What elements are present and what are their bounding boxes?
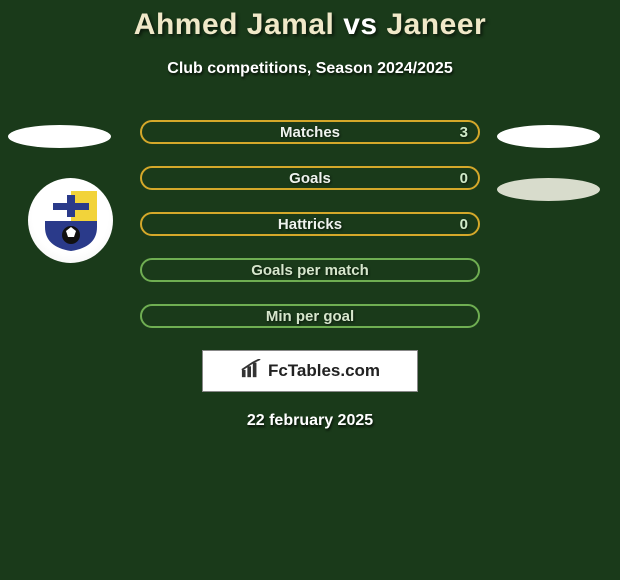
stat-value-right: 0 (460, 168, 468, 188)
left-player-ellipse (8, 125, 111, 148)
brand-text: FcTables.com (268, 361, 380, 381)
stat-label: Min per goal (266, 308, 354, 325)
date-label: 22 february 2025 (0, 412, 620, 430)
brand-chart-icon (240, 359, 262, 384)
player2-name: Janeer (386, 8, 486, 41)
stat-row: Hattricks 0 (140, 212, 480, 236)
stat-label: Matches (280, 124, 340, 141)
stat-row: Goals per match (140, 258, 480, 282)
page-title: Ahmed Jamal vs Janeer (0, 8, 620, 42)
player1-name: Ahmed Jamal (134, 8, 335, 41)
club-shield-icon (43, 189, 99, 253)
brand-badge[interactable]: FcTables.com (202, 350, 418, 392)
stat-label: Goals (289, 170, 331, 187)
stat-label: Goals per match (251, 262, 369, 279)
stat-value-right: 0 (460, 214, 468, 234)
stat-value-right: 3 (460, 122, 468, 142)
stat-label: Hattricks (278, 216, 342, 233)
vs-label: vs (343, 8, 377, 41)
stat-row: Matches 3 (140, 120, 480, 144)
subtitle: Club competitions, Season 2024/2025 (0, 60, 620, 78)
left-club-badge (28, 178, 113, 263)
right-player-ellipse-1 (497, 125, 600, 148)
stat-row: Goals 0 (140, 166, 480, 190)
stat-row: Min per goal (140, 304, 480, 328)
right-player-ellipse-2 (497, 178, 600, 201)
